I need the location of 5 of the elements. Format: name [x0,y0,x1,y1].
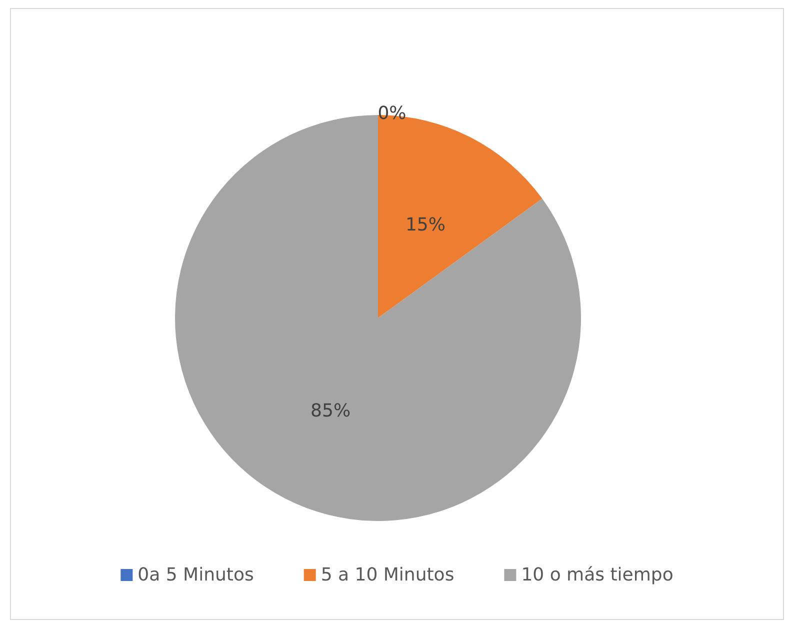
data-label: 85% [310,400,351,422]
legend-label: 10 o más tiempo [521,564,674,586]
legend-label: 5 a 10 Minutos [320,564,454,586]
legend-label: 0a 5 Minutos [138,564,254,586]
data-label: 15% [405,214,446,236]
